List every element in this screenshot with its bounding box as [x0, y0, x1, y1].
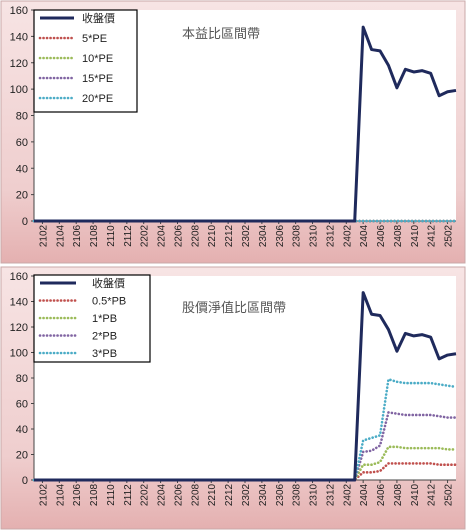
x-tick-label: 2110: [106, 484, 117, 506]
x-tick-label: 2304: [258, 483, 269, 506]
x-tick-label: 2104: [55, 224, 66, 247]
y-tick-label: 40: [16, 163, 28, 175]
x-tick-label: 2412: [427, 483, 438, 506]
y-tick-label: 120: [10, 322, 28, 334]
x-tick-label: 2108: [89, 224, 100, 247]
x-tick-label: 2206: [173, 483, 184, 506]
x-tick-label: 2402: [342, 483, 353, 506]
y-axis: 0 20 40 60 80 100 120 140 160: [10, 271, 35, 487]
legend-label-3: 2*PB: [92, 331, 117, 343]
x-tick-label: 2402: [342, 224, 353, 247]
series-layer: [32, 25, 458, 223]
legend-label-2: 10*PE: [82, 53, 113, 65]
x-tick-label: 2312: [325, 483, 336, 506]
y-tick-label: 40: [16, 424, 28, 436]
x-tick-label: 2104: [55, 483, 66, 506]
x-tick-label: 2412: [427, 224, 438, 247]
legend-label-4: 20*PE: [82, 93, 113, 105]
chart-title: 本益比區間帶: [182, 26, 260, 41]
y-tick-label: 60: [16, 399, 28, 411]
legend-label-1: 0.5*PB: [92, 296, 126, 308]
y-tick-label: 20: [16, 450, 28, 462]
series-line-0: [34, 25, 457, 223]
x-tick-label: 2408: [393, 483, 404, 506]
x-tick-label: 2106: [72, 224, 83, 247]
x-tick-label: 2212: [224, 224, 235, 247]
x-tick-label: 2108: [89, 483, 100, 506]
x-tick-label: 2208: [190, 483, 201, 506]
x-tick-label: 2112: [123, 225, 134, 247]
legend-label-0: 收盤價: [92, 276, 125, 290]
x-axis: 2102 2104 2106 2108 2110 2112 2202 2204 2206 2208…: [34, 220, 456, 247]
series-line-4: [32, 377, 458, 482]
y-tick-label: 20: [16, 190, 28, 202]
x-tick-label: 2310: [309, 224, 320, 247]
x-tick-label: 2212: [224, 483, 235, 506]
x-tick-label: 2310: [309, 483, 320, 506]
x-tick-label: 2308: [292, 483, 303, 506]
x-tick-label: 2502: [444, 224, 455, 247]
legend-label-4: 3*PB: [92, 348, 117, 360]
x-tick-label: 2202: [140, 483, 151, 506]
x-tick-label: 2102: [38, 224, 49, 247]
legend: 收盤價 0.5*PB 1*PB 2*PB 3*PB: [33, 274, 151, 363]
y-tick-label: 140: [10, 31, 28, 43]
x-tick-label: 2112: [123, 484, 134, 506]
x-tick-label: 2406: [376, 483, 387, 506]
x-tick-label: 2106: [72, 483, 83, 506]
y-tick-label: 100: [10, 84, 28, 96]
x-tick-label: 2206: [173, 224, 184, 247]
x-tick-label: 2406: [376, 224, 387, 247]
x-tick-label: 2304: [258, 224, 269, 247]
series-line-1: [32, 462, 458, 482]
y-tick-label: 100: [10, 348, 28, 360]
legend-label-3: 15*PE: [82, 73, 113, 85]
x-tick-label: 2204: [157, 483, 168, 506]
legend-label-1: 5*PE: [82, 33, 107, 45]
x-tick-label: 2410: [410, 483, 421, 506]
y-tick-label: 160: [10, 5, 28, 17]
x-tick-label: 2210: [207, 224, 218, 247]
y-tick-label: 0: [22, 475, 28, 487]
x-tick-label: 2404: [359, 224, 370, 247]
y-tick-label: 120: [10, 58, 28, 70]
legend-box: [33, 9, 138, 113]
legend-label-2: 1*PB: [92, 313, 117, 325]
x-tick-label: 2404: [359, 483, 370, 506]
x-tick-label: 2102: [38, 483, 49, 506]
x-tick-label: 2204: [157, 224, 168, 247]
series-layer: [32, 291, 458, 482]
x-tick-label: 2110: [106, 225, 117, 247]
x-tick-label: 2312: [325, 224, 336, 247]
x-tick-label: 2502: [444, 483, 455, 506]
y-tick-label: 80: [16, 373, 28, 385]
y-tick-label: 60: [16, 137, 28, 149]
x-axis: 2102 2104 2106 2108 2110 2112 2202 2204 2206 2208…: [34, 479, 456, 506]
x-tick-label: 2306: [275, 483, 286, 506]
x-tick-label: 2302: [241, 483, 252, 506]
y-tick-label: 80: [16, 111, 28, 123]
x-tick-label: 2302: [241, 224, 252, 247]
series-line-2: [32, 445, 458, 482]
x-tick-label: 2408: [393, 224, 404, 247]
series-line-3: [32, 410, 458, 482]
series-line-0: [34, 291, 457, 482]
x-tick-label: 2208: [190, 224, 201, 247]
chart-title: 股價淨值比區間帶: [182, 300, 286, 315]
y-tick-label: 160: [10, 271, 28, 283]
y-axis: 0 20 40 60 80 100 120 140 160: [10, 5, 35, 228]
legend: 收盤價 5*PE 10*PE 15*PE 20*PE: [33, 9, 138, 113]
legend-label-0: 收盤價: [82, 11, 115, 25]
y-tick-label: 140: [10, 297, 28, 309]
x-tick-label: 2308: [292, 224, 303, 247]
x-tick-label: 2410: [410, 224, 421, 247]
x-tick-label: 2202: [140, 224, 151, 247]
y-tick-label: 0: [22, 216, 28, 228]
x-tick-label: 2210: [207, 483, 218, 506]
x-tick-label: 2306: [275, 224, 286, 247]
